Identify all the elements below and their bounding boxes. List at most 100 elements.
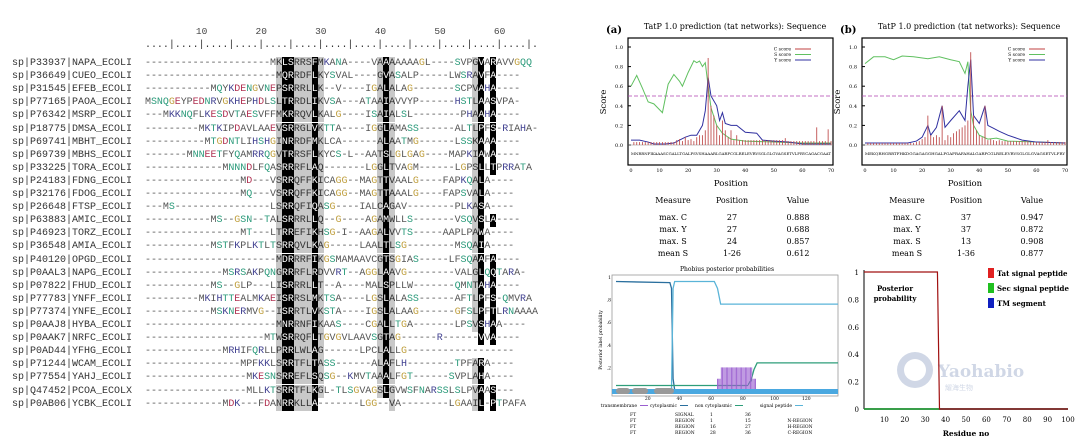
y-tick-label: 1 <box>855 269 859 277</box>
y-tick-label: 0.6 <box>615 84 623 90</box>
sequence-residues: -----------------MLLKTSRRTFLKGL-TLSGVAGS… <box>145 384 515 398</box>
y-tick-label: 0.4 <box>849 104 857 110</box>
sequence-text: MNRRNFIKAAASCGALLTGALPSVSHAAARLGARPCGLRE… <box>631 152 832 156</box>
x-tick-label: 30 <box>921 416 930 424</box>
table-cell: 27 <box>727 213 737 222</box>
table-header: Position <box>950 196 982 205</box>
sequence-residues: -----------MSTFKPLKTLTSRRQVLKAG-----LAAL… <box>145 240 515 254</box>
region-marker <box>654 388 674 394</box>
x-tick-label: 60 <box>1033 168 1039 174</box>
ruler-tick-label: 50 <box>434 26 446 37</box>
region-marker <box>616 388 630 394</box>
y-tick-label: 0.4 <box>615 104 623 110</box>
sequence-residues: ----------------------MNRRNFIKAAS----CGA… <box>145 319 527 332</box>
table-cell: 0.612 <box>787 249 810 258</box>
cytoplasmic-line <box>615 280 838 391</box>
feature-table-cell: 28 <box>710 430 716 436</box>
y-tick-label: 0.6 <box>849 84 857 90</box>
table-cell: max. Y <box>893 225 921 234</box>
table-cell: max. Y <box>659 225 687 234</box>
watermark-text: Yaohabio <box>937 362 1024 382</box>
panel-label: (b) <box>840 25 856 36</box>
y-tick-label: 0.6 <box>848 324 860 332</box>
plot-frame <box>611 274 839 397</box>
feature-table-cell: REGION <box>675 430 695 436</box>
sequence-id: sp|P0AD44|YFHG_ECOLI <box>12 346 133 358</box>
legend-label: transmembrane <box>601 403 638 409</box>
sequence-id: sp|P31545|EFEB_ECOLI <box>12 84 133 96</box>
x-tick-label: 40 <box>976 168 982 174</box>
x-tick-label: 40 <box>677 396 683 402</box>
y-tick-label: 1.0 <box>615 45 623 51</box>
sequence-residues: ----------------MPFKKLSRRTFLTASS------AL… <box>145 358 515 372</box>
y-tick-label: 0.2 <box>848 379 859 387</box>
feature-table-cell: 1 <box>710 418 713 424</box>
s-score-line <box>864 55 1066 144</box>
x-tick-label: 70 <box>828 168 834 174</box>
x-tick-label: 70 <box>1002 416 1011 424</box>
sequence-residues: -----------MS--GLP---LISRRRLLT--A----MAL… <box>145 279 521 293</box>
y-tick-label: .8 <box>607 298 611 304</box>
sequence-id: sp|P77374|YNFE_ECOLI <box>12 306 133 318</box>
table-cell: max. S <box>893 237 920 246</box>
sequence-id: sp|Q47452|PCOA_ECOLX <box>12 385 133 397</box>
ruler-tick-label: 40 <box>374 26 387 37</box>
y-tick-label: 0.4 <box>848 351 860 359</box>
table-cell: 13 <box>961 237 971 246</box>
x-tick-label: 50 <box>1005 168 1011 174</box>
feature-table-cell: FT <box>630 412 636 418</box>
watermark-subtext: 耀海生物 <box>945 383 973 392</box>
y-tick-label: 0.8 <box>615 65 623 71</box>
sequence-id: sp|P76342|MSRP_ECOLI <box>12 110 133 122</box>
x-tick-label: 70 <box>1062 168 1068 174</box>
sequence-id: sp|P24183|FDNG_ECOLI <box>12 175 133 187</box>
sequence-id: sp|P77165|PAOA_ECOLI <box>12 97 133 109</box>
phobius-chart: Phobius posterior probabilities Posterior… <box>598 266 839 436</box>
sequence-residues: -------------MSRSAKPQNGRRRFLRDVVRT--AGGL… <box>145 266 527 280</box>
table-header: Value <box>1020 196 1044 205</box>
legend-label: Y score <box>773 58 791 64</box>
table-header: Position <box>716 196 748 205</box>
table-cell: 1-36 <box>957 249 975 258</box>
feature-table-cell: SIGNAL <box>675 412 694 418</box>
x-tick-label: 20 <box>900 416 909 424</box>
x-tick-label: 10 <box>880 416 889 424</box>
sequence-id: sp|P36548|AMIA_ECOLI <box>12 241 133 253</box>
x-tick-label: 50 <box>962 416 971 424</box>
sequence-id: sp|P77783|YNFF_ECOLI <box>12 293 133 305</box>
feature-table-cell: FT <box>630 424 636 430</box>
feature-table-cell: 36 <box>745 412 751 418</box>
sequence-id: sp|P0AB06|YCBK_ECOLI <box>12 398 133 410</box>
feature-table-cell: REGION <box>675 418 695 424</box>
sequence-id: sp|P63883|AMIC_ECOLI <box>12 215 133 227</box>
sequence-id: sp|P32176|FDOG_ECOLI <box>12 189 133 200</box>
x-tick-label: 50 <box>771 168 777 174</box>
chart-title: TatP 1.0 prediction (tat networks): Sequ… <box>878 22 1061 31</box>
legend-label: S score <box>774 52 791 58</box>
tatp-chart-a: (a) TatP 1.0 prediction (tat networks): S… <box>599 22 834 258</box>
feature-table-cell: 16 <box>710 424 716 430</box>
sequence-residues: -----------MS--GSN--TALSRRRLLQ--G----AGA… <box>145 214 521 228</box>
table-cell: max. S <box>659 237 686 246</box>
sequence-residues: MSNQGEYPEDNRVGKHEPHDLSLTRRDLIKVSA---ATAA… <box>145 96 521 110</box>
y-axis-label: Posterior label probability <box>598 310 604 370</box>
x-tick-label: 80 <box>1023 416 1032 424</box>
ruler-tick-label: 60 <box>493 26 506 37</box>
plot-frame <box>861 37 1068 166</box>
sequence-residues: ---------MKIHTTEALMKAEISRRSLMKTSA----LGS… <box>145 292 533 306</box>
x-tick-label: 30 <box>948 168 954 174</box>
table-cell: 0.908 <box>1021 237 1044 246</box>
y-tick-label: .6 <box>607 320 611 326</box>
ruler-tick-label: 20 <box>255 26 267 37</box>
ruler-dots: ....|....|....|....|....|....|....|....|… <box>145 40 538 51</box>
sequence-residues: ----------------MT---LTRREFIKHSG-I--AAGA… <box>145 227 515 241</box>
x-tick-label: 20 <box>919 168 925 174</box>
sequence-residues: -------------MNNNDLFQASRRRFLAQ-------LGG… <box>145 161 533 175</box>
s-score-line <box>630 59 831 144</box>
table-cell: 37 <box>961 225 971 234</box>
sequence-id: sp|P40120|OPGD_ECOLI <box>12 254 133 266</box>
x-tick-label: 120 <box>802 396 811 402</box>
region-marker <box>632 388 648 394</box>
